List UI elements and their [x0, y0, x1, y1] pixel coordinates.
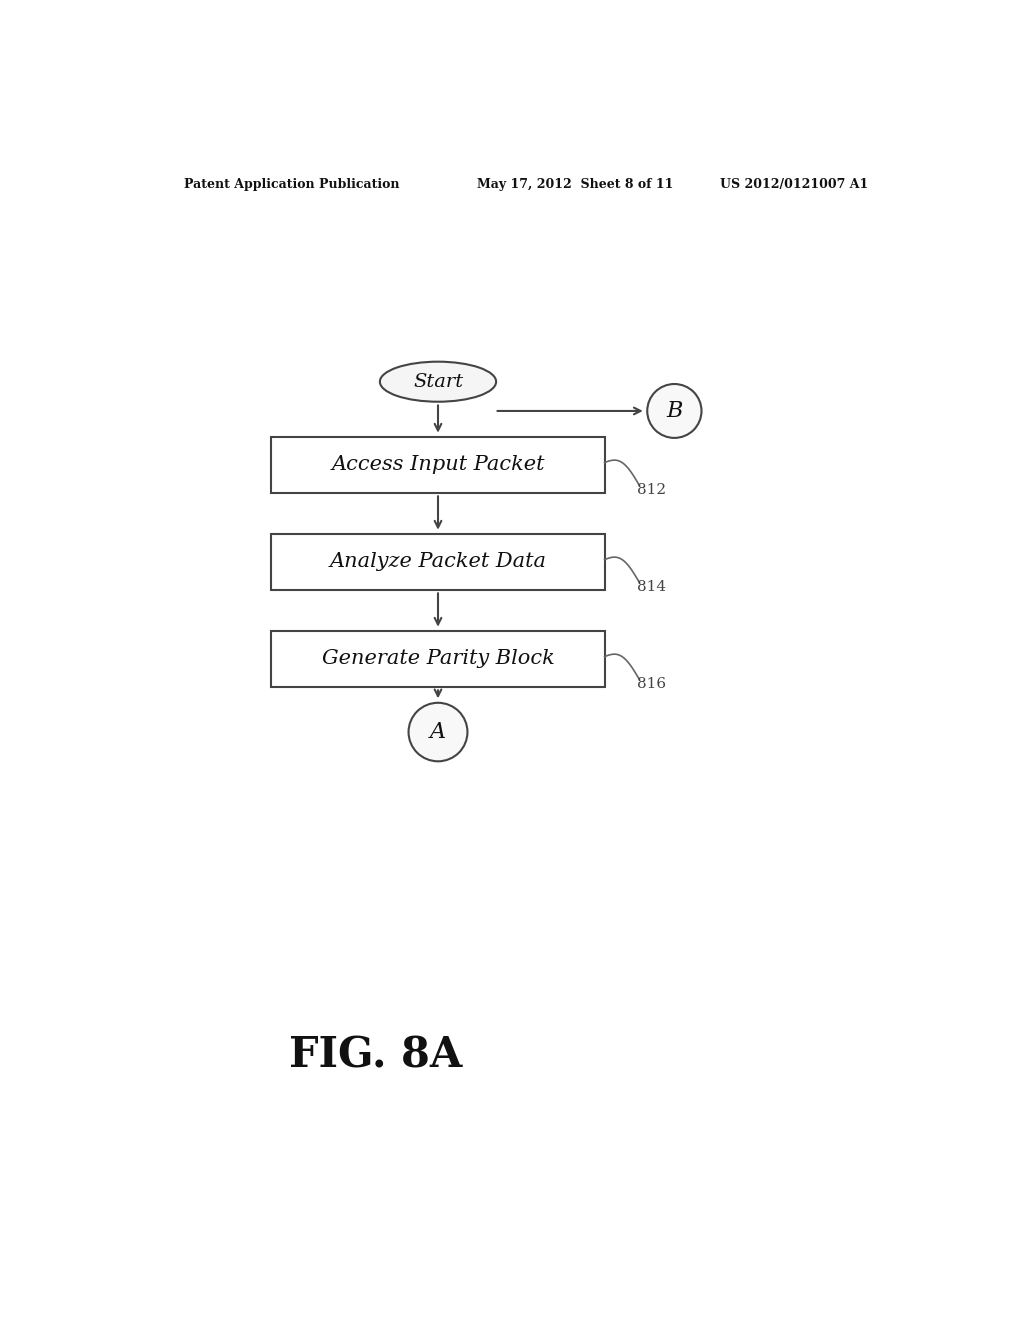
Text: FIG. 8A: FIG. 8A [290, 1035, 463, 1076]
Text: 814: 814 [637, 581, 667, 594]
Text: A: A [430, 721, 446, 743]
Text: B: B [667, 400, 683, 422]
Text: 812: 812 [637, 483, 667, 498]
Text: Start: Start [413, 372, 463, 391]
Text: Analyze Packet Data: Analyze Packet Data [330, 552, 547, 572]
Text: US 2012/0121007 A1: US 2012/0121007 A1 [720, 178, 868, 190]
Ellipse shape [647, 384, 701, 438]
Text: Access Input Packet: Access Input Packet [331, 455, 545, 474]
Text: 816: 816 [637, 677, 667, 692]
Text: Patent Application Publication: Patent Application Publication [183, 178, 399, 190]
Text: Generate Parity Block: Generate Parity Block [322, 649, 554, 668]
Ellipse shape [409, 702, 467, 762]
Ellipse shape [380, 362, 496, 401]
Text: May 17, 2012  Sheet 8 of 11: May 17, 2012 Sheet 8 of 11 [477, 178, 673, 190]
